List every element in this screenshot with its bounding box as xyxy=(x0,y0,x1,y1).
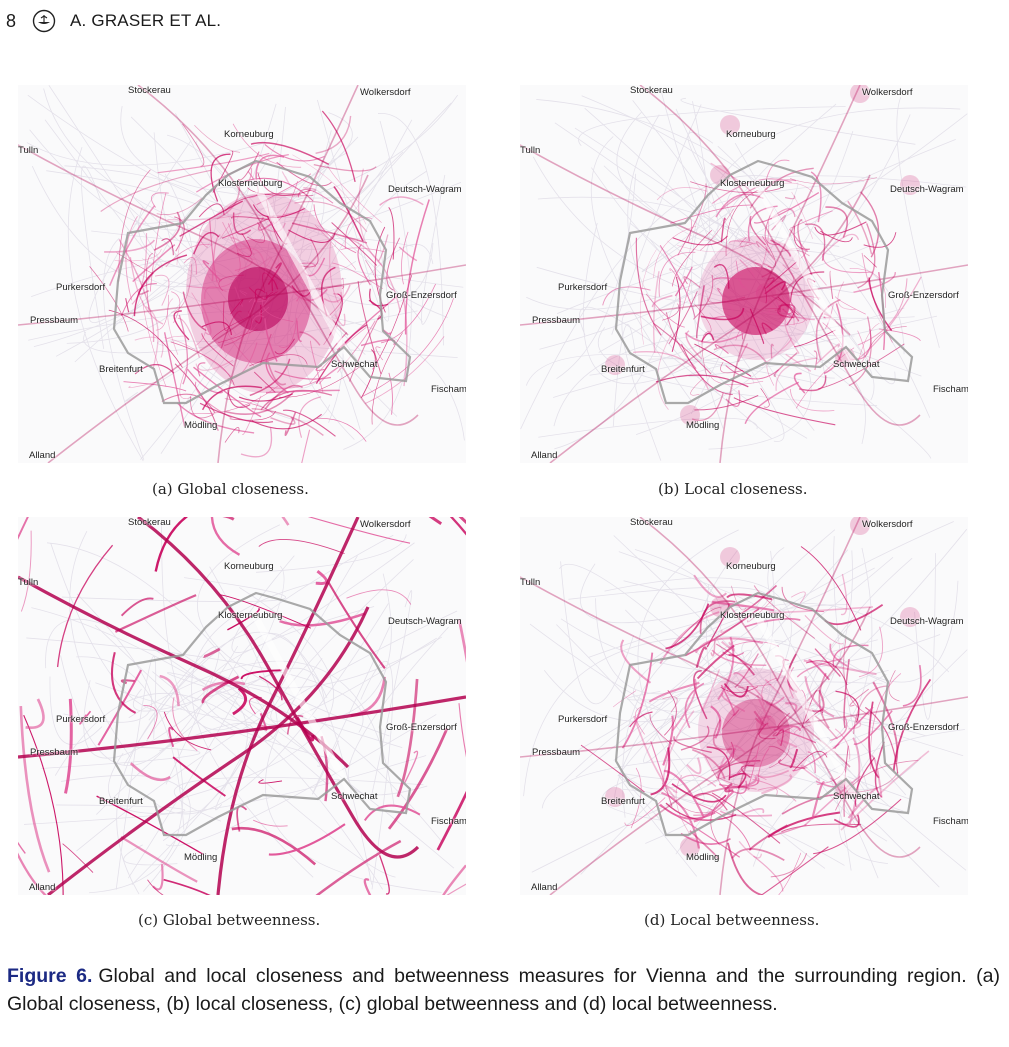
centrality-network xyxy=(18,517,466,895)
place-label-purkersdorf: Purkersdorf xyxy=(56,282,106,293)
place-label-breitenfurt: Breitenfurt xyxy=(601,364,645,375)
place-label-m-dling: Mödling xyxy=(184,852,218,863)
place-label-klosterneuburg: Klosterneuburg xyxy=(720,610,785,621)
figure-caption: Figure 6. Global and local closeness and … xyxy=(7,962,1000,1018)
place-label-deutsch-wagram: Deutsch-Wagram xyxy=(890,616,964,627)
place-label-breitenfurt: Breitenfurt xyxy=(99,364,143,375)
vienna-boundary xyxy=(614,591,914,837)
place-label-schwechat: Schwechat xyxy=(331,791,378,802)
journal-logo-icon xyxy=(32,9,56,33)
place-label-alland: Alland xyxy=(531,882,558,893)
place-label-m-dling: Mödling xyxy=(686,420,720,431)
subcaption-b: (b) Local closeness. xyxy=(658,480,808,498)
place-label-pressbaum: Pressbaum xyxy=(532,315,581,326)
place-label-breitenfurt: Breitenfurt xyxy=(99,796,143,807)
place-label-schwechat: Schwechat xyxy=(833,359,880,370)
place-label-schwechat: Schwechat xyxy=(331,359,378,370)
place-label-stockerau: Stockerau xyxy=(630,85,673,96)
place-label-fischamend: Fischamend xyxy=(431,816,466,827)
place-label-pressbaum: Pressbaum xyxy=(532,747,581,758)
subcaption-d: (d) Local betweenness. xyxy=(644,911,820,929)
place-label-korneuburg: Korneuburg xyxy=(224,561,274,572)
place-label-deutsch-wagram: Deutsch-Wagram xyxy=(890,184,964,195)
place-label-klosterneuburg: Klosterneuburg xyxy=(218,610,283,621)
page-number: 8 xyxy=(6,10,17,31)
centrality-network xyxy=(520,517,968,895)
place-label-fischamend: Fischamend xyxy=(431,384,466,395)
map-panel-global-betweenness: Stockerau Wolkersdorf Korneuburg Tulln Klost… xyxy=(18,517,466,895)
running-author: A. GRASER ET AL. xyxy=(70,11,222,30)
vienna-boundary xyxy=(614,159,914,405)
place-label-breitenfurt: Breitenfurt xyxy=(601,796,645,807)
vienna-boundary xyxy=(112,159,412,405)
place-label-pressbaum: Pressbaum xyxy=(30,315,79,326)
place-label-klosterneuburg: Klosterneuburg xyxy=(218,178,283,189)
map-panel-global-closeness: Stockerau Wolkersdorf Korneuburg Tulln Klost… xyxy=(18,85,466,463)
place-label-deutsch-wagram: Deutsch-Wagram xyxy=(388,616,462,627)
subcaption-a: (a) Global closeness. xyxy=(152,480,309,498)
place-label-stockerau: Stockerau xyxy=(128,85,171,96)
place-label-deutsch-wagram: Deutsch-Wagram xyxy=(388,184,462,195)
place-label-tulln: Tulln xyxy=(520,577,541,588)
base-road-network xyxy=(523,521,968,888)
place-label-tulln: Tulln xyxy=(520,145,541,156)
place-label-klosterneuburg: Klosterneuburg xyxy=(720,178,785,189)
place-label-gro-enzersdorf: Groß-Enzersdorf xyxy=(888,290,959,301)
place-label-fischamend: Fischamend xyxy=(933,816,968,827)
figure-label: Figure 6. xyxy=(7,965,93,987)
place-label-fischamend: Fischamend xyxy=(933,384,968,395)
place-label-wolkersdorf: Wolkersdorf xyxy=(862,87,913,98)
place-label-purkersdorf: Purkersdorf xyxy=(558,714,608,725)
subcaption-c: (c) Global betweenness. xyxy=(138,911,321,929)
place-label-korneuburg: Korneuburg xyxy=(726,129,776,140)
place-label-purkersdorf: Purkersdorf xyxy=(56,714,106,725)
place-label-gro-enzersdorf: Groß-Enzersdorf xyxy=(386,722,457,733)
place-label-korneuburg: Korneuburg xyxy=(726,561,776,572)
place-label-wolkersdorf: Wolkersdorf xyxy=(360,87,411,98)
place-label-tulln: Tulln xyxy=(18,145,39,156)
vienna-boundary xyxy=(112,591,412,837)
place-label-alland: Alland xyxy=(531,450,558,461)
place-label-wolkersdorf: Wolkersdorf xyxy=(360,519,411,530)
centrality-network xyxy=(18,85,466,463)
place-label-stockerau: Stockerau xyxy=(128,517,171,528)
place-label-korneuburg: Korneuburg xyxy=(224,129,274,140)
place-label-pressbaum: Pressbaum xyxy=(30,747,79,758)
place-label-alland: Alland xyxy=(29,882,56,893)
map-panel-local-betweenness: Stockerau Wolkersdorf Korneuburg Tulln Klost… xyxy=(520,517,968,895)
place-label-gro-enzersdorf: Groß-Enzersdorf xyxy=(888,722,959,733)
place-label-gro-enzersdorf: Groß-Enzersdorf xyxy=(386,290,457,301)
place-label-tulln: Tulln xyxy=(18,577,39,588)
place-label-alland: Alland xyxy=(29,450,56,461)
place-label-m-dling: Mödling xyxy=(184,420,218,431)
place-label-m-dling: Mödling xyxy=(686,852,720,863)
place-label-schwechat: Schwechat xyxy=(833,791,880,802)
map-panel-local-closeness: Stockerau Wolkersdorf Korneuburg Tulln Klost… xyxy=(520,85,968,463)
page-header: 8 A. GRASER ET AL. xyxy=(6,8,221,34)
place-label-purkersdorf: Purkersdorf xyxy=(558,282,608,293)
base-road-network xyxy=(520,90,968,461)
figure-caption-text: Global and local closeness and betweenne… xyxy=(7,965,1000,1015)
place-label-stockerau: Stockerau xyxy=(630,517,673,528)
place-label-wolkersdorf: Wolkersdorf xyxy=(862,519,913,530)
